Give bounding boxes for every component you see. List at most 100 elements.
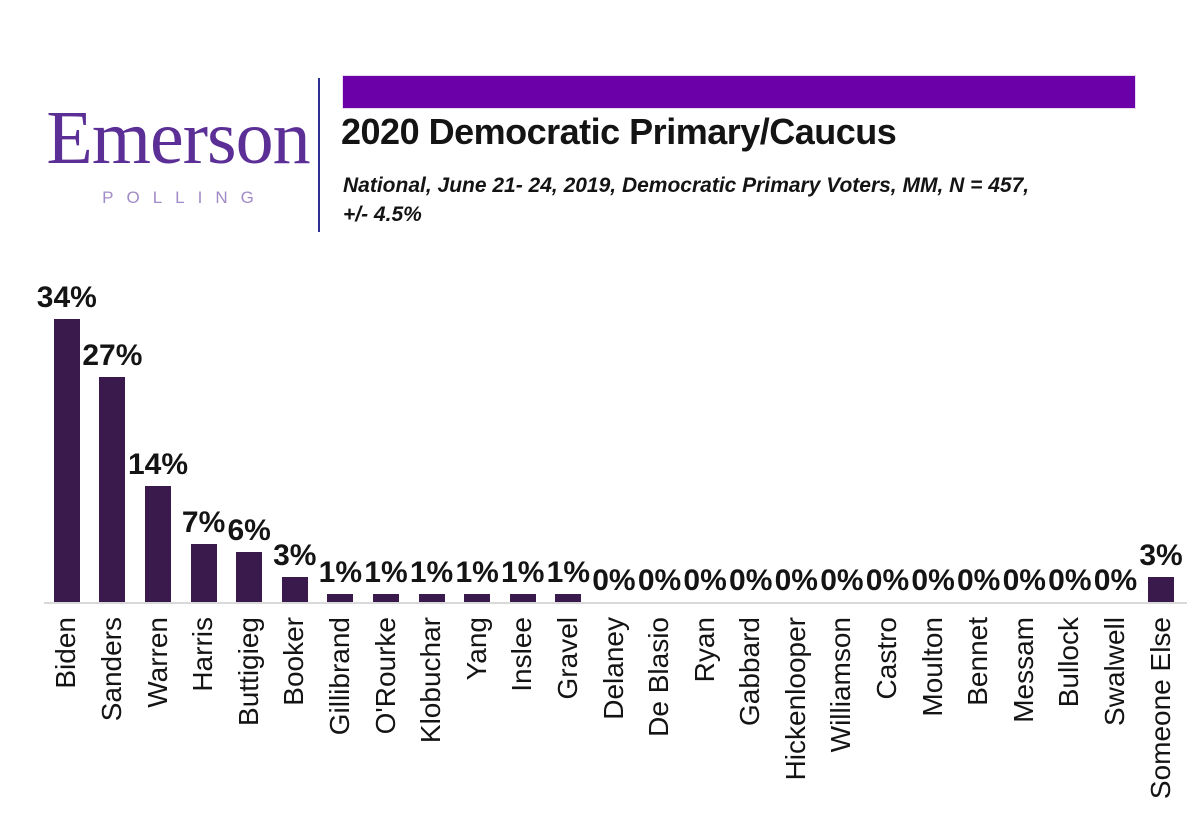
bar — [464, 593, 491, 602]
bar-column: 0% — [637, 292, 683, 602]
page-title: 2020 Democratic Primary/Caucus — [341, 111, 897, 152]
bar-column: 1% — [500, 292, 546, 602]
bar-chart: 34% 27% 14% 7% 6% 3% 1% 1% 1% 1% 1% 1% 0% 0% 0% 0% 0% 0% 0… — [37, 283, 1187, 799]
bar-value-label: 34% — [36, 281, 97, 315]
bar-value-label: 0% — [1048, 564, 1092, 597]
bar-value-label: 0% — [592, 564, 636, 597]
bar-value-label: 1% — [364, 555, 408, 589]
x-axis-label: Castro — [871, 617, 903, 700]
x-axis-label-cell: Hickenlooper — [774, 604, 820, 799]
bar-value-label: 0% — [1093, 564, 1138, 597]
bar-column: 0% — [1093, 292, 1139, 602]
bar-value-label: 7% — [181, 505, 226, 539]
bar — [236, 552, 263, 602]
bar-value-label: 1% — [318, 555, 363, 589]
bar — [327, 593, 354, 602]
logo-subtitle: POLLING — [102, 188, 267, 207]
x-axis-label: Warren — [141, 617, 173, 708]
bar — [144, 485, 171, 602]
bar-column: 0% — [819, 292, 865, 602]
x-axis-label: Bullock — [1053, 617, 1085, 708]
x-axis-label: Buttigieg — [232, 617, 264, 726]
plot-row: 34% 27% 14% 7% 6% 3% 1% 1% 1% 1% 1% 1% 0% 0% 0% 0% 0% 0% 0… — [37, 283, 1184, 602]
x-axis-label: O'Rourke — [369, 617, 401, 735]
x-axis-label: Gabbard — [734, 617, 766, 726]
bar-value-label: 3% — [273, 539, 317, 573]
bar-column: 3% — [272, 292, 318, 602]
bar — [190, 543, 217, 602]
bar-column: 0% — [728, 292, 774, 602]
x-axis-label-cell: Biden — [44, 604, 90, 799]
bar — [99, 377, 126, 602]
bar-value-label: 0% — [774, 564, 818, 597]
bar — [509, 593, 536, 602]
bar — [372, 593, 399, 602]
bar-column: 7% — [181, 292, 227, 602]
x-axis-label-cell: Sanders — [90, 604, 136, 799]
bar-column: 1% — [409, 292, 455, 602]
x-axis-label: Williamson — [825, 617, 857, 753]
bar-value-label: 0% — [683, 564, 727, 597]
bar-value-label: 1% — [409, 555, 454, 589]
bar — [555, 593, 582, 602]
x-axis-label-cell: Yang — [454, 604, 500, 799]
x-axis-label-cell: Gillibrand — [318, 604, 364, 799]
bar-column: 1% — [363, 292, 409, 602]
bar-value-label: 0% — [865, 564, 910, 597]
bar-column: 0% — [910, 292, 956, 602]
x-axis-label-cell: Swalwell — [1093, 604, 1139, 799]
bar — [418, 593, 445, 602]
x-axis-label: Ryan — [688, 617, 720, 683]
x-axis-labels: Biden Sanders Warren Harris Buttigieg Booker G… — [44, 604, 1184, 799]
x-axis-label: Gillibrand — [323, 617, 355, 736]
bar-column: 27% — [82, 292, 142, 602]
bar-column: 1% — [318, 292, 364, 602]
bar-column: 3% — [1138, 292, 1184, 602]
bar-value-label: 1% — [501, 555, 545, 589]
bar-value-label: 3% — [1139, 539, 1183, 573]
x-axis-label: Moulton — [916, 617, 948, 717]
x-axis-label-cell: Delaney — [591, 604, 637, 799]
bar-column: 6% — [226, 292, 272, 602]
x-axis-label: Booker — [278, 617, 310, 706]
x-axis-label: Hickenlooper — [779, 617, 811, 781]
x-axis-label: Messam — [1007, 617, 1039, 723]
logo-wordmark: Emerson — [46, 96, 310, 180]
bar-column: 0% — [682, 292, 728, 602]
x-axis-label-cell: Bennet — [956, 604, 1002, 799]
bar-column: 0% — [956, 292, 1002, 602]
bar-value-label: 0% — [637, 564, 682, 597]
x-axis-label: Klobuchar — [415, 617, 447, 744]
bar-column: 1% — [546, 292, 592, 602]
x-axis-label-cell: Klobuchar — [409, 604, 455, 799]
x-axis-label: Yang — [460, 617, 492, 681]
x-axis-label-cell: Williamson — [819, 604, 865, 799]
x-axis-label-cell: Ryan — [682, 604, 728, 799]
x-axis-label: Biden — [50, 617, 82, 689]
x-axis-label-cell: Booker — [272, 604, 318, 799]
x-axis-label: Harris — [187, 617, 219, 692]
bar — [281, 577, 308, 602]
vertical-divider — [318, 78, 320, 232]
bar-column: 0% — [865, 292, 911, 602]
bar-value-label: 0% — [911, 564, 955, 597]
bar-value-label: 0% — [956, 564, 1001, 597]
x-axis-label: Swalwell — [1099, 617, 1131, 726]
x-axis-label-cell: Gravel — [546, 604, 592, 799]
bar-column: 0% — [774, 292, 820, 602]
bar — [1148, 577, 1175, 602]
bar — [53, 319, 80, 602]
x-axis-label-cell: Warren — [135, 604, 181, 799]
bar-value-label: 1% — [546, 555, 591, 589]
x-axis-label-cell: O'Rourke — [363, 604, 409, 799]
bar-value-label: 0% — [820, 564, 864, 597]
bar-value-label: 27% — [82, 339, 143, 373]
x-axis-line — [44, 602, 1187, 604]
x-axis-label-cell: Buttigieg — [226, 604, 272, 799]
x-axis-label: Sanders — [95, 617, 127, 722]
x-axis-label: Gravel — [551, 617, 583, 700]
bar-value-label: 0% — [729, 564, 773, 597]
purple-accent-banner — [342, 75, 1136, 109]
x-axis-label: Bennet — [962, 617, 994, 706]
